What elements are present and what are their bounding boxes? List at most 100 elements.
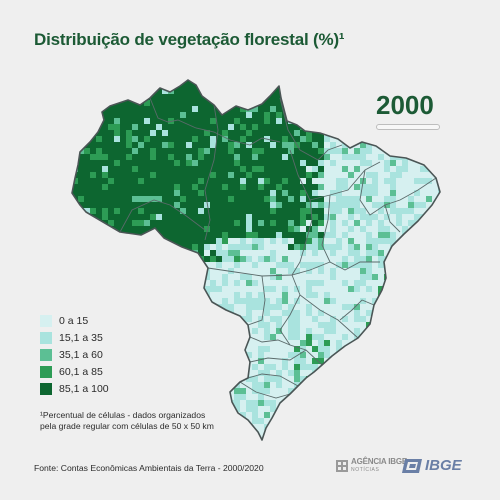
vegetation-cell	[330, 202, 336, 208]
vegetation-cell	[198, 184, 204, 190]
vegetation-cell	[408, 412, 414, 418]
vegetation-cell	[360, 226, 366, 232]
vegetation-cell	[210, 256, 216, 262]
vegetation-cell	[192, 112, 198, 118]
vegetation-cell	[252, 232, 258, 238]
vegetation-cell	[126, 160, 132, 166]
vegetation-cell	[228, 82, 234, 88]
vegetation-cell	[228, 256, 234, 262]
vegetation-cell	[384, 232, 390, 238]
vegetation-cell	[240, 370, 246, 376]
vegetation-cell	[174, 160, 180, 166]
vegetation-cell	[390, 442, 396, 448]
vegetation-cell	[396, 424, 402, 430]
vegetation-cell	[174, 142, 180, 148]
vegetation-cell	[120, 106, 126, 112]
vegetation-cell	[246, 136, 252, 142]
vegetation-cell	[162, 202, 168, 208]
vegetation-cell	[192, 226, 198, 232]
vegetation-cell	[120, 226, 126, 232]
vegetation-cell	[186, 130, 192, 136]
vegetation-cell	[162, 94, 168, 100]
vegetation-cell	[264, 364, 270, 370]
vegetation-cell	[372, 82, 378, 88]
vegetation-cell	[168, 196, 174, 202]
vegetation-cell	[198, 226, 204, 232]
vegetation-cell	[156, 166, 162, 172]
vegetation-cell	[216, 184, 222, 190]
vegetation-cell	[366, 424, 372, 430]
vegetation-cell	[222, 112, 228, 118]
vegetation-cell	[348, 124, 354, 130]
vegetation-cell	[360, 268, 366, 274]
vegetation-cell	[126, 196, 132, 202]
vegetation-cell	[258, 292, 264, 298]
vegetation-cell	[222, 346, 228, 352]
vegetation-cell	[354, 424, 360, 430]
vegetation-cell	[408, 268, 414, 274]
vegetation-cell	[270, 376, 276, 382]
vegetation-cell	[198, 376, 204, 382]
vegetation-cell	[150, 388, 156, 394]
vegetation-cell	[438, 238, 440, 244]
vegetation-cell	[174, 250, 180, 256]
vegetation-cell	[366, 274, 372, 280]
vegetation-cell	[204, 226, 210, 232]
vegetation-cell	[288, 400, 294, 406]
vegetation-cell	[378, 424, 384, 430]
vegetation-cell	[228, 202, 234, 208]
vegetation-cell	[438, 394, 440, 400]
vegetation-cell	[366, 268, 372, 274]
vegetation-cell	[348, 214, 354, 220]
vegetation-cell	[120, 166, 126, 172]
vegetation-cell	[150, 178, 156, 184]
vegetation-cell	[108, 106, 114, 112]
vegetation-cell	[258, 172, 264, 178]
vegetation-cell	[132, 202, 138, 208]
vegetation-cell	[270, 424, 276, 430]
vegetation-cell	[390, 412, 396, 418]
vegetation-cell	[102, 124, 108, 130]
vegetation-cell	[228, 160, 234, 166]
vegetation-cell	[66, 100, 72, 106]
vegetation-cell	[120, 124, 126, 130]
state-border	[207, 261, 331, 277]
vegetation-cell	[72, 280, 78, 286]
vegetation-cell	[246, 202, 252, 208]
vegetation-cell	[192, 322, 198, 328]
vegetation-cell	[330, 268, 336, 274]
vegetation-cell	[216, 80, 222, 82]
vegetation-cell	[342, 364, 348, 370]
vegetation-cell	[216, 244, 222, 250]
state-border	[249, 349, 307, 363]
vegetation-cell	[252, 244, 258, 250]
vegetation-cell	[420, 274, 426, 280]
vegetation-cell	[72, 82, 78, 88]
timeline-bar[interactable]	[376, 124, 440, 130]
vegetation-cell	[420, 364, 426, 370]
vegetation-cell	[402, 280, 408, 286]
vegetation-cell	[378, 286, 384, 292]
vegetation-cell	[342, 412, 348, 418]
vegetation-cell	[270, 94, 276, 100]
vegetation-cell	[240, 352, 246, 358]
vegetation-cell	[438, 262, 440, 268]
vegetation-cell	[288, 208, 294, 214]
vegetation-cell	[222, 130, 228, 136]
vegetation-cell	[420, 298, 426, 304]
vegetation-cell	[108, 340, 114, 346]
vegetation-cell	[246, 184, 252, 190]
vegetation-cell	[276, 130, 282, 136]
vegetation-cell	[300, 412, 306, 418]
vegetation-cell	[240, 358, 246, 364]
vegetation-cell	[318, 118, 324, 124]
vegetation-cell	[150, 184, 156, 190]
vegetation-cell	[270, 256, 276, 262]
vegetation-cell	[312, 400, 318, 406]
vegetation-cell	[414, 94, 420, 100]
vegetation-cell	[396, 418, 402, 424]
vegetation-cell	[276, 436, 282, 440]
vegetation-cell	[360, 394, 366, 400]
state-border	[384, 204, 401, 233]
vegetation-cell	[324, 244, 330, 250]
